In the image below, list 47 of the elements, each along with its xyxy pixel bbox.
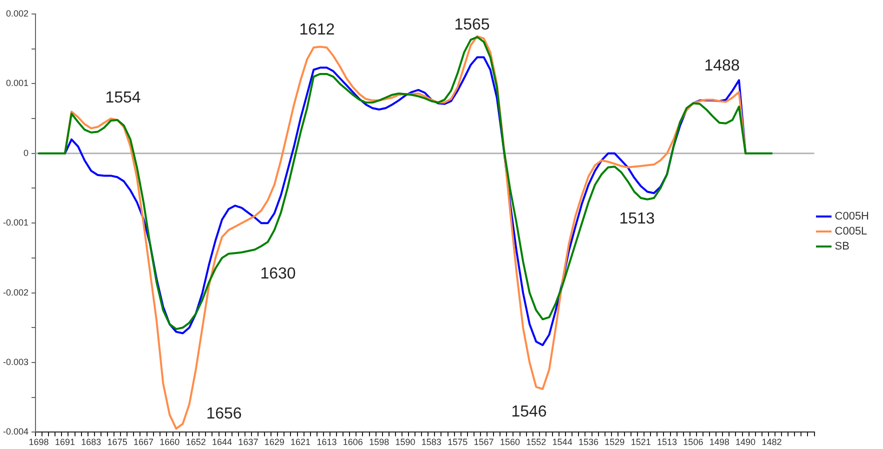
y-tick-label: 0.002 (6, 8, 29, 18)
x-tick-label: 1660 (160, 437, 180, 448)
x-tick-label: 1529 (604, 437, 625, 448)
x-tick-label: 1652 (186, 437, 206, 448)
x-tick-label: 1675 (107, 437, 128, 448)
annotation: 1513 (619, 210, 655, 228)
annotation: 1488 (704, 57, 740, 74)
x-tick-label: 1629 (264, 437, 284, 448)
x-tick-label: 1521 (630, 437, 651, 448)
x-tick-label: 1506 (683, 437, 704, 448)
x-tick-label: 1536 (578, 437, 599, 448)
x-tick-label: 1583 (421, 437, 442, 448)
x-tick-label: 1621 (290, 437, 311, 448)
x-tick-label: 1498 (709, 437, 730, 448)
annotation: 1554 (105, 89, 141, 106)
x-tick-label: 1598 (369, 437, 390, 448)
y-tick-label: -0.002 (2, 287, 29, 298)
x-tick-label: 1552 (526, 437, 546, 448)
legend-label: C005L (834, 226, 868, 238)
x-tick-label: 1637 (238, 437, 258, 448)
x-tick-label: 1590 (395, 437, 416, 448)
y-tick-label: 0.001 (6, 78, 29, 88)
annotation: 1630 (260, 265, 296, 282)
x-tick-label: 1560 (500, 437, 520, 448)
x-tick-label: 1683 (81, 437, 102, 448)
annotation: 1656 (206, 405, 242, 422)
y-tick-label: 0 (24, 148, 29, 158)
x-tick-label: 1513 (657, 437, 678, 448)
y-tick-label: -0.003 (2, 356, 29, 367)
annotation: 1546 (511, 403, 547, 420)
legend-label: C005H (834, 210, 870, 223)
x-tick-label: 1667 (133, 437, 154, 448)
y-tick-label: -0.004 (2, 426, 29, 437)
x-tick-label: 1613 (316, 437, 337, 448)
x-tick-label: 1691 (54, 437, 75, 448)
annotation: 1565 (454, 16, 490, 34)
x-tick-label: 1490 (736, 437, 756, 448)
x-tick-label: 1575 (448, 437, 468, 448)
x-tick-label: 1544 (552, 437, 572, 448)
x-tick-label: 1567 (474, 437, 494, 448)
x-tick-label: 1606 (342, 437, 363, 448)
x-tick-label: 1644 (212, 437, 232, 448)
y-tick-label: -0.001 (2, 218, 29, 228)
annotation: 1612 (299, 21, 335, 38)
legend-label: SB (834, 240, 850, 253)
x-tick-label: 1698 (28, 437, 49, 448)
x-tick-label: 1482 (762, 437, 782, 448)
